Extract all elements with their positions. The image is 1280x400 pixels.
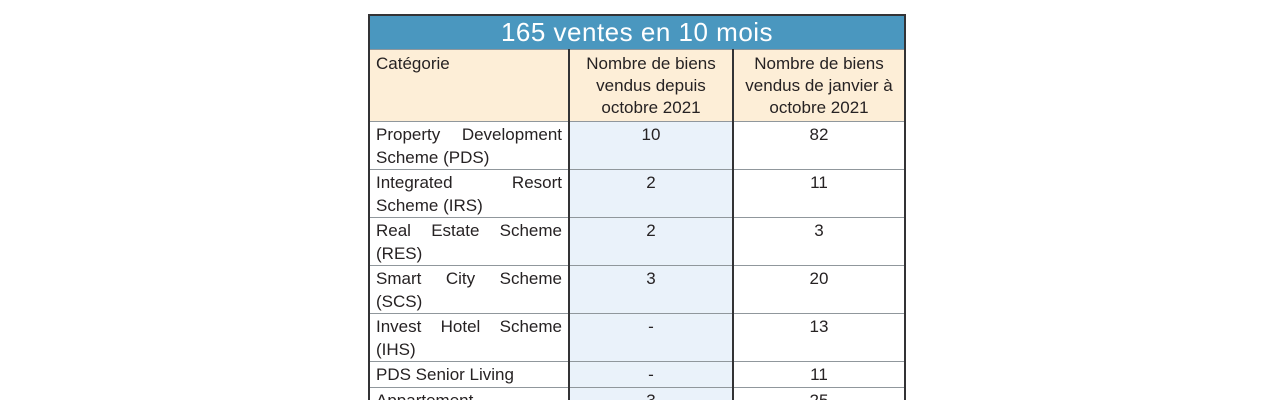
category-cell: Integrated Resort Scheme (IRS)	[369, 169, 569, 218]
header-line: octobre 2021	[769, 98, 869, 117]
header-line: Nombre de biens	[754, 54, 884, 73]
january-october-cell: 20	[732, 265, 905, 314]
january-october-cell: 25	[732, 387, 905, 400]
table-header-row: Catégorie Nombre de biens vendus depuis …	[369, 49, 905, 122]
table-row: Invest Hotel Scheme (IHS) - 13	[369, 313, 905, 362]
table-row: Appartement 3 25	[369, 387, 905, 400]
category-cell: PDS Senior Living	[369, 361, 569, 388]
since-october-cell: 10	[568, 121, 733, 170]
category-cell: Invest Hotel Scheme (IHS)	[369, 313, 569, 362]
january-october-cell: 82	[732, 121, 905, 170]
category-cell: Appartement	[369, 387, 569, 400]
header-line: Nombre de biens	[586, 54, 716, 73]
category-cell: Real Estate Scheme (RES)	[369, 217, 569, 266]
header-line: octobre 2021	[601, 98, 701, 117]
since-october-cell: 2	[568, 217, 733, 266]
header-category: Catégorie	[369, 49, 569, 122]
header-sales-january-october: Nombre de biens vendus de janvier à octo…	[732, 49, 905, 122]
january-october-cell: 3	[732, 217, 905, 266]
header-line: vendus de janvier à	[745, 76, 893, 95]
table-row: PDS Senior Living - 11	[369, 361, 905, 388]
table-row: Smart City Scheme (SCS) 3 20	[369, 265, 905, 314]
since-october-cell: -	[568, 361, 733, 388]
january-october-cell: 11	[732, 361, 905, 388]
since-october-cell: 3	[568, 265, 733, 314]
table-row: Integrated Resort Scheme (IRS) 2 11	[369, 169, 905, 218]
category-cell: Smart City Scheme (SCS)	[369, 265, 569, 314]
since-october-cell: 3	[568, 387, 733, 400]
since-october-cell: -	[568, 313, 733, 362]
since-october-cell: 2	[568, 169, 733, 218]
sales-table: 165 ventes en 10 mois Catégorie Nombre d…	[368, 14, 906, 400]
table-title: 165 ventes en 10 mois	[369, 15, 905, 50]
category-cell: Property Development Scheme (PDS)	[369, 121, 569, 170]
header-sales-since-october: Nombre de biens vendus depuis octobre 20…	[568, 49, 733, 122]
january-october-cell: 11	[732, 169, 905, 218]
january-october-cell: 13	[732, 313, 905, 362]
table-row: Real Estate Scheme (RES) 2 3	[369, 217, 905, 266]
header-line: vendus depuis	[596, 76, 706, 95]
table-title-row: 165 ventes en 10 mois	[369, 15, 905, 50]
table-row: Property Development Scheme (PDS) 10 82	[369, 121, 905, 170]
